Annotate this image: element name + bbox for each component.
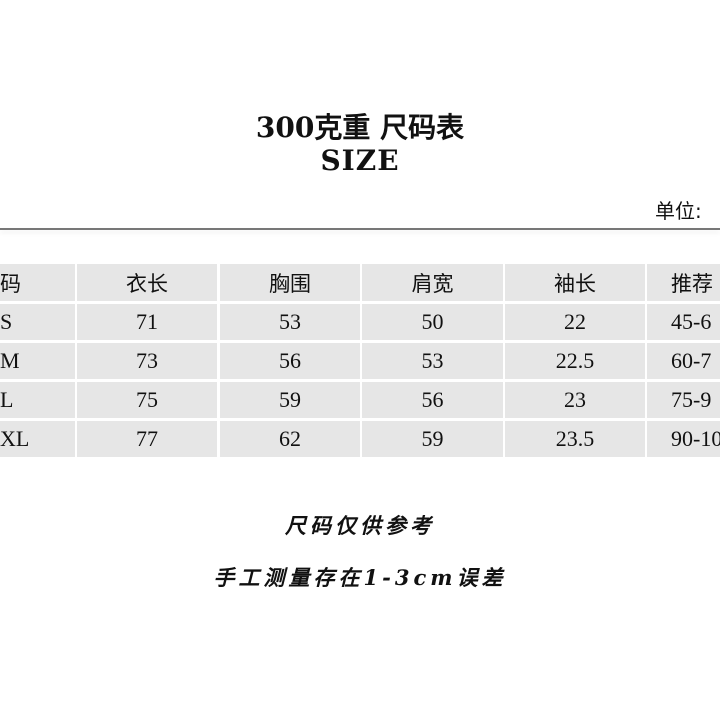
cell: XL <box>0 421 75 457</box>
table-row: M 73 56 53 22.5 60-7 <box>0 343 720 379</box>
cell: 50 <box>362 304 503 340</box>
cell: 53 <box>362 343 503 379</box>
header-sleeve: 袖长 <box>505 264 645 301</box>
cell: 22.5 <box>505 343 645 379</box>
table-header-row: 码 衣长 胸围 肩宽 袖长 推荐 <box>0 264 720 301</box>
cell: M <box>0 343 75 379</box>
cell: 73 <box>77 343 217 379</box>
header-chest: 胸围 <box>220 264 360 301</box>
cell: 22 <box>505 304 645 340</box>
table-row: S 71 53 50 22 45-6 <box>0 304 720 340</box>
divider <box>0 228 720 230</box>
cell: S <box>0 304 75 340</box>
reference-note: 尺码仅供参考 <box>285 513 435 538</box>
error-note: 手工测量存在1-3cm误差 <box>213 565 507 590</box>
header-shoulder: 肩宽 <box>362 264 503 301</box>
cell: 45-6 <box>647 304 720 340</box>
cell: 75 <box>77 382 217 418</box>
cell: 23 <box>505 382 645 418</box>
cell: 75-9 <box>647 382 720 418</box>
chart-subtitle: SIZE <box>320 144 400 177</box>
cell: 23.5 <box>505 421 645 457</box>
cell: 53 <box>220 304 360 340</box>
chart-title: 300克重 尺码表 <box>255 111 465 144</box>
cell: L <box>0 382 75 418</box>
header-length: 衣长 <box>77 264 217 301</box>
table-row: L 75 59 56 23 75-9 <box>0 382 720 418</box>
cell: 59 <box>362 421 503 457</box>
table-row: XL 77 62 59 23.5 90-10 <box>0 421 720 457</box>
header-size: 码 <box>0 264 75 301</box>
cell: 90-10 <box>647 421 720 457</box>
cell: 77 <box>77 421 217 457</box>
cell: 56 <box>220 343 360 379</box>
unit-label: 单位: <box>655 199 702 223</box>
cell: 71 <box>77 304 217 340</box>
cell: 60-7 <box>647 343 720 379</box>
header-recommended: 推荐 <box>647 264 720 301</box>
cell: 62 <box>220 421 360 457</box>
cell: 56 <box>362 382 503 418</box>
cell: 59 <box>220 382 360 418</box>
